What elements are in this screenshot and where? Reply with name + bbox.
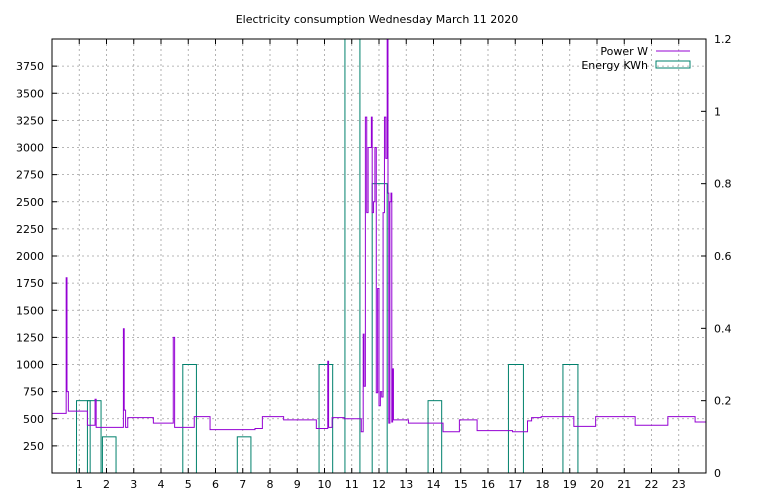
x-tick-label: 17 xyxy=(508,478,522,491)
legend: Power W Energy KWh xyxy=(581,45,691,72)
chart-title: Electricity consumption Wednesday March … xyxy=(236,13,519,26)
x-tick-label: 3 xyxy=(130,478,137,491)
x-tick-label: 15 xyxy=(454,478,468,491)
energy-bar xyxy=(182,364,197,473)
y2-tick-label: 1.2 xyxy=(714,33,732,46)
x-tick-label: 10 xyxy=(318,478,332,491)
y2-tick-label: 0.6 xyxy=(714,250,732,263)
power-line xyxy=(52,39,706,433)
y-tick-label: 1250 xyxy=(16,331,44,344)
legend-label-energy: Energy KWh xyxy=(581,59,648,72)
x-tick-label: 16 xyxy=(481,478,495,491)
y-tick-label: 500 xyxy=(23,413,44,426)
x-tick-label: 8 xyxy=(267,478,274,491)
grid xyxy=(52,39,706,473)
y2-tick-label: 0.8 xyxy=(714,178,732,191)
y-tick-label: 3750 xyxy=(16,60,44,73)
energy-bar xyxy=(101,436,117,473)
y-tick-label: 3500 xyxy=(16,87,44,100)
energy-series xyxy=(76,39,579,473)
y2-tick-label: 0 xyxy=(714,467,721,480)
axis-tick-labels: 1 2 3 4 5 6 7 8 9 10 11 12 13 14 15 16 17 18 19 20 21 22 23250… xyxy=(16,33,732,491)
energy-bar xyxy=(86,400,102,473)
y-tick-label: 2250 xyxy=(16,223,44,236)
y-tick-label: 1750 xyxy=(16,277,44,290)
energy-bar xyxy=(344,39,361,473)
x-tick-label: 4 xyxy=(158,478,165,491)
y-tick-label: 250 xyxy=(23,440,44,453)
y2-tick-label: 1 xyxy=(714,105,721,118)
x-tick-label: 7 xyxy=(239,478,246,491)
y-tick-label: 1500 xyxy=(16,304,44,317)
x-tick-label: 23 xyxy=(672,478,686,491)
energy-bar xyxy=(318,364,334,473)
x-tick-label: 6 xyxy=(212,478,219,491)
x-tick-label: 5 xyxy=(185,478,192,491)
energy-bar xyxy=(371,183,388,473)
legend-label-power: Power W xyxy=(600,45,648,58)
y2-tick-label: 0.4 xyxy=(714,322,732,335)
y-tick-label: 2000 xyxy=(16,250,44,263)
y-tick-label: 2500 xyxy=(16,196,44,209)
y-tick-label: 1000 xyxy=(16,359,44,372)
x-tick-label: 22 xyxy=(645,478,659,491)
y-tick-label: 2750 xyxy=(16,169,44,182)
x-tick-label: 2 xyxy=(103,478,110,491)
y2-tick-label: 0.2 xyxy=(714,395,732,408)
x-tick-label: 21 xyxy=(617,478,631,491)
x-tick-label: 13 xyxy=(399,478,413,491)
x-tick-label: 11 xyxy=(345,478,359,491)
y-tick-label: 3000 xyxy=(16,142,44,155)
x-tick-label: 1 xyxy=(76,478,83,491)
x-tick-label: 12 xyxy=(372,478,386,491)
x-tick-label: 14 xyxy=(427,478,441,491)
x-tick-label: 9 xyxy=(294,478,301,491)
x-tick-label: 20 xyxy=(590,478,604,491)
y-tick-label: 750 xyxy=(23,386,44,399)
energy-bar xyxy=(562,364,579,473)
x-tick-label: 18 xyxy=(536,478,550,491)
x-tick-label: 19 xyxy=(563,478,577,491)
energy-bar xyxy=(427,400,443,473)
axis-ticks xyxy=(52,38,706,474)
power-series xyxy=(52,39,706,433)
legend-swatch-energy xyxy=(655,60,691,69)
energy-bar xyxy=(236,436,252,473)
energy-bar xyxy=(507,364,524,473)
y-tick-label: 3250 xyxy=(16,114,44,127)
